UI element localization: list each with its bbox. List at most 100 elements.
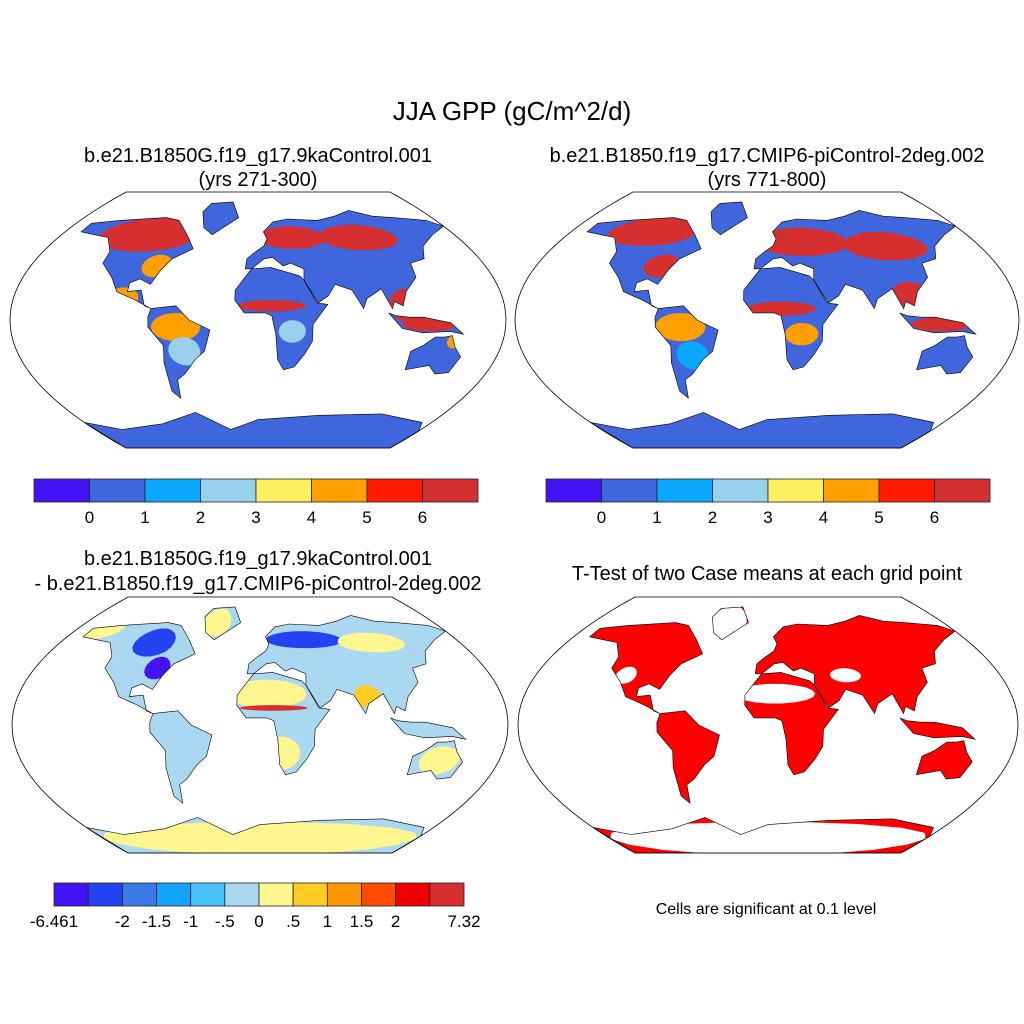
colorbar-3: -6.461 -2 -1.5 -1 -.5 0 .5 1 1.5 2 7.32 <box>30 882 481 931</box>
land-field <box>83 607 466 853</box>
field-region <box>103 822 417 853</box>
colorbar-box <box>258 882 294 907</box>
coastline-south-america <box>149 710 213 804</box>
coastline-africa <box>234 267 329 371</box>
colorbar-box <box>53 882 89 907</box>
coastline-maritime-asia <box>899 312 977 335</box>
field-region <box>278 320 306 343</box>
coastline-africa <box>743 267 839 371</box>
colorbar-box <box>366 478 423 503</box>
field-region <box>610 822 926 853</box>
colorbar-box <box>395 882 431 907</box>
field-region <box>843 232 928 261</box>
colorbar-box <box>144 478 201 503</box>
colorbar-box <box>33 478 90 503</box>
colorbar-label: 1 <box>323 912 332 931</box>
field-region <box>237 300 306 312</box>
colorbar-box <box>292 882 328 907</box>
field-region <box>830 668 861 683</box>
colorbar-label: -6.461 <box>30 912 78 931</box>
colorbar-label: 0 <box>85 508 94 527</box>
field-region <box>319 224 398 251</box>
colorbar-box <box>255 478 312 503</box>
map-frame <box>514 191 1020 449</box>
coastline-south-america <box>656 710 720 804</box>
colorbar-box <box>361 882 397 907</box>
field-region <box>706 607 747 640</box>
coastline-greenland <box>202 201 240 236</box>
coastline-maritime-asia <box>388 312 465 335</box>
colorbar-label: 6 <box>418 508 427 527</box>
colorbar-label: 1 <box>140 508 149 527</box>
field-region <box>891 281 933 316</box>
colorbar-box <box>934 478 991 503</box>
map-panel-2 <box>514 191 1020 449</box>
colorbar-label: 4 <box>819 508 828 527</box>
colorbar-box <box>712 478 769 503</box>
colorbar-label: 0 <box>597 508 606 527</box>
panel-1-title: b.e21.B1850G.f19_g17.9kaControl.001 <box>84 145 432 167</box>
panel-1-subtitle: (yrs 271-300) <box>199 169 318 191</box>
map-frame <box>9 191 507 449</box>
coastline-south-america <box>654 305 719 399</box>
coastline-australia <box>915 740 973 780</box>
coastline-north-america <box>82 622 196 714</box>
colorbar-label: 2 <box>708 508 717 527</box>
colorbar-label: 1.5 <box>350 912 374 931</box>
land-field <box>81 202 464 448</box>
colorbar-box <box>823 478 880 503</box>
coastline-greenland <box>712 606 749 641</box>
coastline-eurasia <box>753 210 957 310</box>
map-panel-4 <box>517 596 1019 854</box>
colorbar-label: 0 <box>254 912 263 931</box>
coastline-africa <box>236 672 331 776</box>
colorbar-box <box>87 882 123 907</box>
map-panel-1 <box>9 191 507 449</box>
colorbar-box <box>878 478 935 503</box>
coastline-maritime-asia <box>899 717 977 740</box>
colorbar-label: -1 <box>183 912 198 931</box>
colorbar-label: 2 <box>391 912 400 931</box>
significance-note: Cells are significant at 0.1 level <box>656 901 877 918</box>
colorbar-box <box>311 478 368 503</box>
coastline-eurasia <box>244 210 445 310</box>
coastline-greenland <box>204 606 242 641</box>
land-field <box>587 202 976 448</box>
colorbar-2: 0 1 2 3 4 5 6 <box>545 478 991 527</box>
colorbar-box <box>190 882 226 907</box>
field-region <box>258 226 325 249</box>
field-region <box>746 301 816 316</box>
field-region <box>226 679 307 708</box>
field-region <box>337 632 406 653</box>
field-region <box>785 323 819 346</box>
field-region <box>168 337 201 366</box>
colorbar-box <box>422 478 479 503</box>
coastline-australia <box>916 335 974 375</box>
map-panel-3 <box>11 596 509 854</box>
panel-3-title: b.e21.B1850G.f19_g17.9kaControl.001 <box>84 548 432 570</box>
colorbar-label: 3 <box>763 508 772 527</box>
field-region <box>239 705 308 711</box>
coastline-south-america <box>147 305 211 399</box>
colorbar-label: -.5 <box>215 912 235 931</box>
colorbar-box <box>767 478 824 503</box>
colorbar-box <box>156 882 192 907</box>
colorbar-box <box>200 478 257 503</box>
panel-3-subtitle: - b.e21.B1850.f19_g17.CMIP6-piControl-2d… <box>35 573 482 595</box>
colorbar-label: -2 <box>115 912 130 931</box>
colorbar-label: 5 <box>874 508 883 527</box>
field-region <box>615 666 637 684</box>
figure-title: JJA GPP (gC/m^2/d) <box>393 96 632 126</box>
coastline-africa <box>744 672 839 776</box>
map-frame <box>517 596 1019 854</box>
field-region <box>606 217 697 246</box>
field-region <box>200 608 232 637</box>
coastline-north-america <box>589 622 703 714</box>
colorbar-label: -1.5 <box>142 912 171 931</box>
field-region <box>418 746 460 775</box>
field-region <box>97 217 198 252</box>
coastline-north-america <box>80 217 194 309</box>
colorbar-box <box>326 882 362 907</box>
coastline-eurasia <box>246 615 447 715</box>
